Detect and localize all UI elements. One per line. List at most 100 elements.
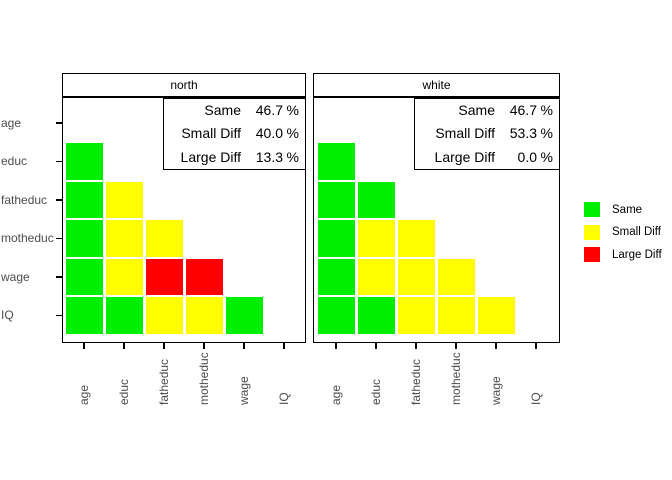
- x-tick-white-age: [335, 343, 337, 349]
- stat-unit: %: [540, 148, 553, 165]
- y-tick-age: [56, 122, 62, 124]
- stat-row-white-0: Same 46.7%: [421, 99, 553, 122]
- stat-label: Same: [458, 102, 495, 119]
- cell-north-wage-age: [65, 258, 103, 296]
- stat-row-north-2: Large Diff 13.3%: [170, 146, 299, 169]
- y-axis-label-wage: wage: [1, 269, 30, 284]
- stats-box-white: Same 46.7% Small Diff 53.3% Large Diff 0.0%: [414, 98, 560, 170]
- x-axis-label-north-IQ: IQ: [276, 392, 291, 405]
- cell-north-IQ-wage: [225, 297, 263, 334]
- x-tick-north-fatheduc: [163, 343, 165, 349]
- x-axis-label-north-age: age: [76, 384, 91, 405]
- x-tick-north-motheduc: [203, 343, 205, 349]
- cell-north-wage-fatheduc: [145, 258, 183, 296]
- legend-key-small-diff: [584, 224, 600, 240]
- cell-north-motheduc-fatheduc: [145, 220, 183, 257]
- cell-white-IQ-motheduc: [437, 297, 475, 334]
- cell-white-wage-fatheduc: [397, 258, 435, 296]
- y-axis-label-fatheduc: fatheduc: [1, 192, 48, 207]
- cell-white-motheduc-age: [317, 220, 355, 257]
- x-axis-label-north-wage: wage: [236, 376, 251, 405]
- x-axis-label-north-motheduc: motheduc: [196, 352, 211, 405]
- facet-strip-north: north: [62, 73, 306, 97]
- y-tick-fatheduc: [56, 199, 62, 201]
- x-tick-white-wage: [495, 343, 497, 349]
- stat-value: 46.7: [509, 102, 537, 119]
- x-axis-label-white-age: age: [328, 384, 343, 405]
- facet-title: north: [170, 78, 198, 92]
- x-tick-white-educ: [375, 343, 377, 349]
- stat-label: Same: [204, 102, 241, 119]
- cell-north-fatheduc-age: [65, 181, 103, 219]
- cell-white-IQ-educ: [357, 297, 395, 334]
- cell-north-wage-motheduc: [185, 258, 223, 296]
- cell-north-wage-educ: [105, 258, 143, 296]
- stat-unit: %: [540, 125, 553, 142]
- y-axis-label-motheduc: motheduc: [1, 231, 54, 245]
- cell-white-motheduc-fatheduc: [397, 220, 435, 257]
- y-tick-wage: [56, 276, 62, 278]
- cell-white-wage-motheduc: [437, 258, 475, 296]
- cell-white-wage-educ: [357, 258, 395, 296]
- legend-label-small-diff: Small Diff: [612, 226, 661, 238]
- y-tick-motheduc: [56, 237, 62, 240]
- legend-key-same: [584, 202, 600, 217]
- legend-label-same: Same: [612, 203, 643, 216]
- stat-value: 53.3: [509, 125, 537, 142]
- stat-unit: %: [540, 102, 553, 119]
- x-axis-label-white-educ: educ: [368, 378, 383, 405]
- x-axis-label-north-fatheduc: fatheduc: [156, 358, 171, 405]
- cell-white-IQ-wage: [477, 297, 515, 334]
- stat-unit: %: [286, 148, 299, 165]
- cell-white-fatheduc-age: [317, 181, 355, 219]
- x-tick-north-wage: [243, 343, 245, 349]
- x-tick-white-fatheduc: [415, 343, 417, 349]
- cell-north-motheduc-educ: [105, 220, 143, 257]
- stat-value: 46.7: [255, 102, 283, 119]
- cell-north-educ-age: [65, 143, 103, 180]
- stat-unit: %: [286, 125, 299, 142]
- x-axis-label-north-educ: educ: [116, 378, 131, 405]
- y-tick-IQ: [56, 314, 62, 317]
- stat-unit: %: [286, 102, 299, 119]
- stat-row-white-1: Small Diff 53.3%: [421, 122, 553, 145]
- x-axis-label-white-IQ: IQ: [528, 392, 543, 405]
- cell-white-IQ-fatheduc: [397, 297, 435, 334]
- cell-white-educ-age: [317, 143, 355, 180]
- stats-box-north: Same 46.7% Small Diff 40.0% Large Diff 13.3%: [163, 98, 306, 170]
- stat-row-north-1: Small Diff 40.0%: [170, 122, 299, 145]
- cell-north-fatheduc-educ: [105, 181, 143, 219]
- x-tick-north-IQ: [283, 343, 285, 349]
- cell-white-fatheduc-educ: [357, 181, 395, 219]
- y-tick-educ: [56, 160, 62, 163]
- cell-north-IQ-educ: [105, 297, 143, 334]
- y-axis-label-educ: educ: [1, 154, 28, 168]
- stat-label: Large Diff: [180, 148, 241, 165]
- y-axis-label-IQ: IQ: [1, 308, 14, 322]
- stat-row-north-0: Same 46.7%: [170, 99, 299, 122]
- x-tick-north-educ: [123, 343, 125, 349]
- stat-value: 40.0: [255, 125, 283, 142]
- cell-north-IQ-age: [65, 297, 103, 334]
- cell-north-motheduc-age: [65, 220, 103, 257]
- x-tick-north-age: [83, 343, 85, 349]
- x-axis-label-white-motheduc: motheduc: [448, 352, 463, 405]
- cell-north-IQ-fatheduc: [145, 297, 183, 334]
- facet-strip-white: white: [313, 73, 560, 97]
- x-tick-white-IQ: [535, 343, 537, 349]
- facet-title: white: [422, 78, 451, 92]
- stat-value: 0.0: [517, 148, 537, 165]
- stat-label: Small Diff: [435, 125, 495, 142]
- x-axis-label-white-fatheduc: fatheduc: [408, 358, 423, 405]
- stat-label: Large Diff: [434, 148, 495, 165]
- cell-white-motheduc-educ: [357, 220, 395, 257]
- y-axis-label-age: age: [1, 115, 22, 130]
- cell-white-IQ-age: [317, 297, 355, 334]
- cell-white-wage-age: [317, 258, 355, 296]
- cell-north-IQ-motheduc: [185, 297, 223, 334]
- stat-label: Small Diff: [181, 125, 241, 142]
- stat-row-white-2: Large Diff 0.0%: [421, 146, 553, 169]
- x-tick-white-motheduc: [455, 343, 457, 349]
- stat-value: 13.3: [255, 148, 283, 165]
